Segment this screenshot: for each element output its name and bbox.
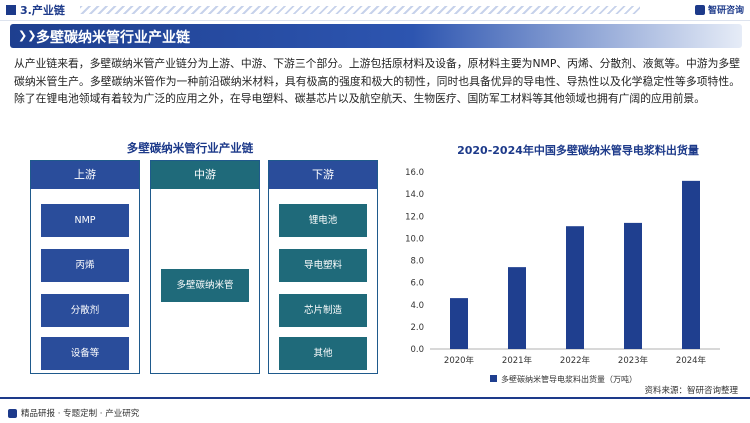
y-tick-label: 14.0 bbox=[405, 190, 424, 200]
x-tick-label: 2020年 bbox=[444, 355, 475, 366]
legend-label: 多壁碳纳米管导电浆料出货量（万吨） bbox=[501, 374, 637, 384]
downstream-header: 下游 bbox=[269, 161, 377, 189]
intro-paragraph: 从产业链来看，多壁碳纳米管产业链分为上游、中游、下游三个部分。上游包括原材料及设… bbox=[14, 57, 740, 105]
upstream-column: 上游 NMP 丙烯 分散剂 设备等 bbox=[30, 160, 140, 374]
footer-logo-icon bbox=[8, 408, 17, 418]
bar bbox=[450, 298, 468, 349]
brand-logo-text: 智研咨询 bbox=[707, 6, 744, 16]
bar bbox=[624, 222, 642, 349]
midstream-header: 中游 bbox=[151, 161, 259, 189]
midstream-column: 中游 多壁碳纳米管 bbox=[150, 160, 260, 374]
y-tick-label: 6.0 bbox=[410, 279, 424, 289]
page-title: 多壁碳纳米管行业产业链 bbox=[36, 30, 190, 46]
y-tick-label: 4.0 bbox=[410, 301, 424, 311]
brand-logo: 智研咨询 bbox=[694, 3, 744, 16]
downstream-item: 其他 bbox=[279, 337, 367, 370]
section-label: 3.产业链 bbox=[20, 4, 65, 17]
double-chevron-icon: ❯❯ bbox=[18, 29, 37, 42]
x-tick-label: 2023年 bbox=[618, 355, 649, 366]
top-bar: 3.产业链 智研咨询 bbox=[0, 0, 750, 21]
upstream-item: NMP bbox=[41, 204, 129, 237]
legend-swatch bbox=[490, 375, 497, 382]
brand-logo-icon bbox=[694, 4, 705, 15]
downstream-item: 导电塑料 bbox=[279, 249, 367, 282]
source-note: 资料来源：智研咨询整理 bbox=[644, 386, 738, 396]
upstream-header: 上游 bbox=[31, 161, 139, 189]
downstream-item: 锂电池 bbox=[279, 204, 367, 237]
y-tick-label: 10.0 bbox=[405, 234, 424, 244]
footer-tagline-text: 精品研报 · 专题定制 · 产业研究 bbox=[21, 409, 140, 419]
page-title-bar: ❯❯ 多壁碳纳米管行业产业链 bbox=[10, 24, 742, 48]
upstream-item: 丙烯 bbox=[41, 249, 129, 282]
bar-chart: 0.0 2.0 4.0 6.0 8.0 10.0 12.0 14.0 16.0 2020年 2021… bbox=[405, 168, 720, 384]
y-tick-label: 8.0 bbox=[410, 257, 424, 267]
footer: 精品研报 · 专题定制 · 产业研究 资料来源：智研咨询整理 bbox=[0, 386, 750, 423]
section-square-icon bbox=[6, 5, 16, 15]
y-tick-label: 12.0 bbox=[405, 212, 424, 222]
upstream-item: 分散剂 bbox=[41, 294, 129, 327]
x-tick-label: 2022年 bbox=[560, 355, 591, 366]
x-tick-label: 2024年 bbox=[676, 355, 707, 366]
bar bbox=[682, 180, 700, 349]
y-tick-label: 16.0 bbox=[405, 168, 424, 178]
midstream-item: 多壁碳纳米管 bbox=[161, 269, 249, 302]
section-number: 3.产业链 bbox=[6, 2, 65, 18]
upstream-item: 设备等 bbox=[41, 337, 129, 370]
downstream-column: 下游 锂电池 导电塑料 芯片制造 其他 bbox=[268, 160, 378, 374]
y-tick-label: 0.0 bbox=[410, 345, 424, 355]
chart-title: 2020-2024年中国多壁碳纳米管导电浆料出货量 bbox=[457, 144, 699, 157]
footer-tagline: 精品研报 · 专题定制 · 产业研究 bbox=[8, 407, 139, 419]
chain-diagram-title: 多壁碳纳米管行业产业链 bbox=[126, 141, 254, 155]
x-tick-label: 2021年 bbox=[502, 355, 533, 366]
bar bbox=[566, 226, 584, 349]
downstream-item: 芯片制造 bbox=[279, 294, 367, 327]
y-tick-label: 2.0 bbox=[410, 323, 424, 333]
bar bbox=[508, 267, 526, 349]
decorative-stripes bbox=[80, 6, 640, 14]
